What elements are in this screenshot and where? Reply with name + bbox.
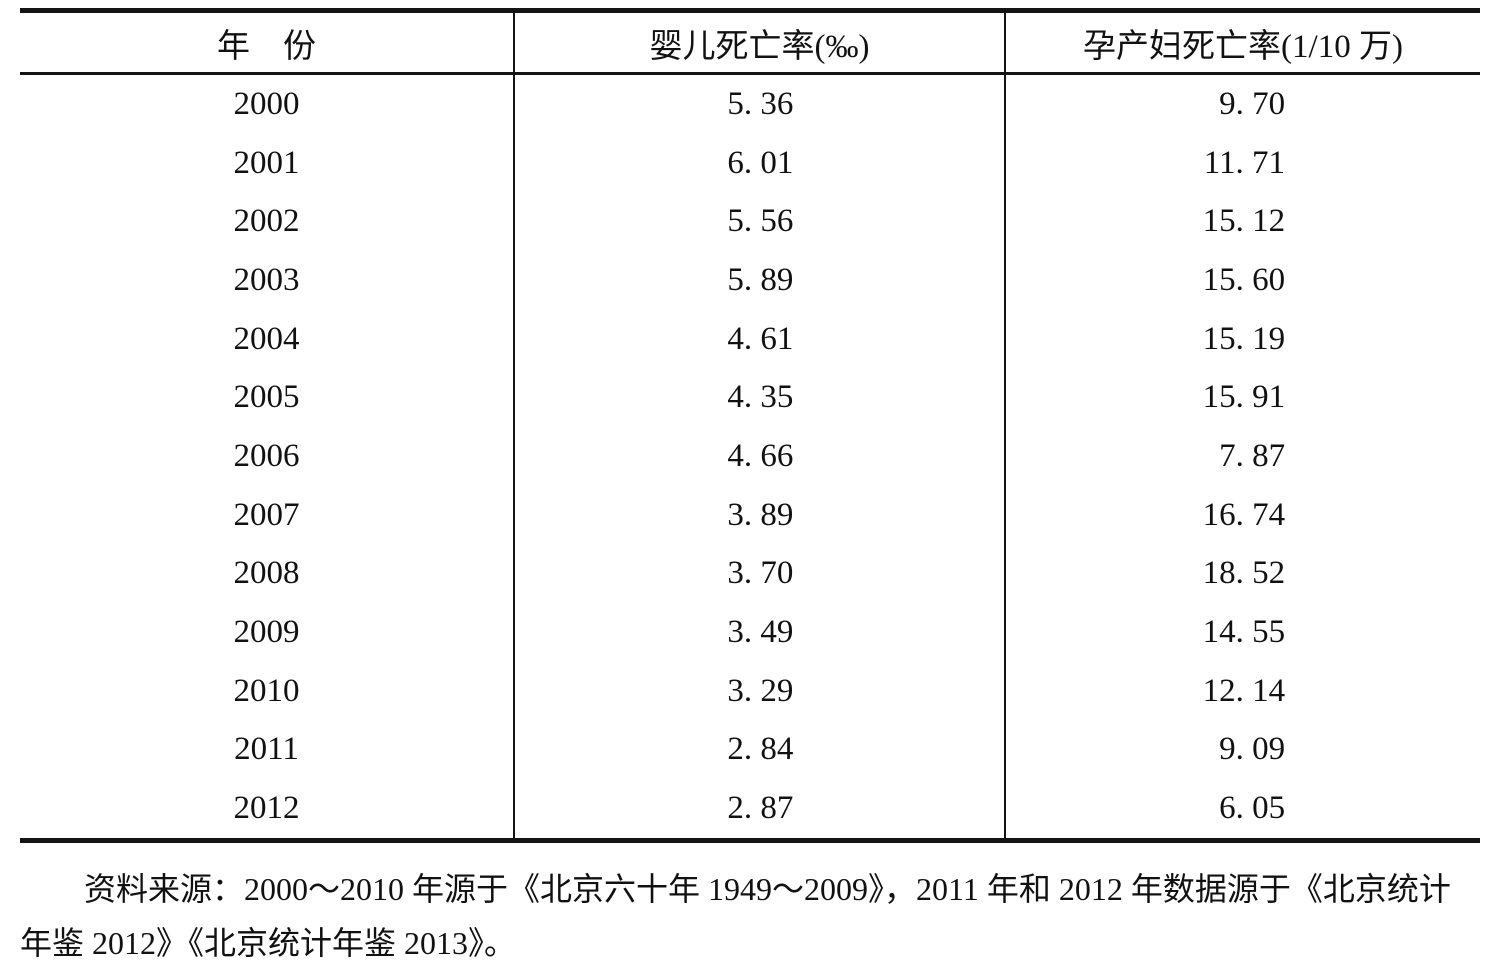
cell-infant-mortality: 3. 89 <box>513 485 1005 545</box>
cell-value: 5. 36 <box>727 85 794 122</box>
cell-value: 3. 49 <box>727 614 794 651</box>
cell-value: 4. 61 <box>727 320 794 357</box>
cell-year: 2000 <box>233 85 300 122</box>
cell-maternal-mortality: 9. 70 <box>1004 73 1480 134</box>
table-row: 2007 3. 89 16. 74 <box>20 485 1480 545</box>
table-row: 2012 2. 87 6. 05 <box>20 779 1480 841</box>
cell-value: 15. 12 <box>1202 203 1286 240</box>
cell-maternal-mortality: 18. 52 <box>1004 544 1480 604</box>
cell-value: 5. 89 <box>727 261 794 298</box>
cell-year: 2003 <box>233 261 300 298</box>
cell-maternal-mortality: 15. 60 <box>1004 251 1480 310</box>
cell-infant-mortality: 4. 35 <box>513 368 1005 428</box>
cell-value: 12. 14 <box>1202 672 1286 709</box>
cell-maternal-mortality: 9. 09 <box>1004 720 1480 780</box>
column-header-year: 年 份 <box>20 10 514 75</box>
cell-infant-mortality: 4. 61 <box>513 309 1005 369</box>
cell-value: 4. 35 <box>727 379 794 416</box>
source-note: 资料来源：2000～2010 年源于《北京六十年 1949～2009》，2011… <box>20 862 1480 963</box>
cell-year: 2009 <box>233 614 300 651</box>
cell-value: 15. 60 <box>1202 261 1286 298</box>
cell-maternal-mortality: 15. 19 <box>1004 309 1480 369</box>
cell-value: 15. 19 <box>1202 320 1286 357</box>
table-row: 2011 2. 84 9. 09 <box>20 720 1480 780</box>
cell-value: 2. 87 <box>727 790 794 827</box>
mortality-table: 年 份 婴儿死亡率(‰) 孕产妇死亡率(1/10 万) 2000 5. 36 9. … <box>20 8 1480 843</box>
cell-value: 2. 84 <box>727 731 794 768</box>
table-row: 2004 4. 61 15. 19 <box>20 309 1480 369</box>
cell-infant-mortality: 3. 49 <box>513 603 1005 662</box>
cell-value: 9. 09 <box>1219 731 1286 768</box>
table-row: 2006 4. 66 7. 87 <box>20 427 1480 486</box>
cell-maternal-mortality: 15. 91 <box>1004 368 1480 428</box>
table-row: 2003 5. 89 15. 60 <box>20 251 1480 310</box>
cell-infant-mortality: 3. 70 <box>513 544 1005 604</box>
table-row: 2000 5. 36 9. 70 <box>20 73 1480 134</box>
table-row: 2009 3. 49 14. 55 <box>20 603 1480 662</box>
column-header-infant-mortality: 婴儿死亡率(‰) <box>513 10 1005 75</box>
cell-year: 2011 <box>234 731 299 768</box>
cell-maternal-mortality: 16. 74 <box>1004 485 1480 545</box>
cell-maternal-mortality: 15. 12 <box>1004 192 1480 252</box>
cell-year: 2001 <box>233 144 300 181</box>
cell-value: 11. 71 <box>1203 144 1286 181</box>
table-body: 2000 5. 36 9. 70 2001 6. 01 11. 71 2002 5. 56 15… <box>20 73 1480 841</box>
cell-value: 15. 91 <box>1202 379 1286 416</box>
source-note-line-2: 年鉴 2012》《北京统计年鉴 2013》。 <box>20 924 517 961</box>
cell-value: 16. 74 <box>1202 496 1286 533</box>
cell-value: 5. 56 <box>727 203 794 240</box>
cell-maternal-mortality: 14. 55 <box>1004 603 1480 662</box>
cell-value: 14. 55 <box>1202 614 1286 651</box>
cell-year: 2006 <box>233 437 300 474</box>
cell-value: 9. 70 <box>1219 85 1286 122</box>
cell-value: 6. 01 <box>727 144 794 181</box>
cell-infant-mortality: 4. 66 <box>513 427 1005 486</box>
cell-infant-mortality: 5. 56 <box>513 192 1005 252</box>
cell-maternal-mortality: 7. 87 <box>1004 427 1480 486</box>
cell-infant-mortality: 2. 84 <box>513 720 1005 780</box>
cell-infant-mortality: 6. 01 <box>513 133 1005 193</box>
cell-value: 3. 89 <box>727 496 794 533</box>
cell-value: 18. 52 <box>1202 555 1286 592</box>
table-header-row: 年 份 婴儿死亡率(‰) 孕产妇死亡率(1/10 万) <box>20 10 1480 75</box>
cell-year: 2005 <box>233 379 300 416</box>
table-row: 2002 5. 56 15. 12 <box>20 192 1480 252</box>
cell-year: 2002 <box>233 203 300 240</box>
cell-value: 4. 66 <box>727 437 794 474</box>
column-header-maternal-mortality: 孕产妇死亡率(1/10 万) <box>1004 10 1480 75</box>
cell-year: 2008 <box>233 555 300 592</box>
cell-maternal-mortality: 12. 14 <box>1004 661 1480 721</box>
cell-year: 2012 <box>233 790 300 827</box>
cell-value: 3. 29 <box>727 672 794 709</box>
cell-infant-mortality: 3. 29 <box>513 661 1005 721</box>
cell-infant-mortality: 5. 89 <box>513 251 1005 310</box>
table-row: 2008 3. 70 18. 52 <box>20 544 1480 604</box>
cell-year: 2004 <box>233 320 300 357</box>
cell-year: 2007 <box>233 496 300 533</box>
cell-year: 2010 <box>233 672 300 709</box>
cell-infant-mortality: 5. 36 <box>513 73 1005 134</box>
cell-value: 3. 70 <box>727 555 794 592</box>
cell-maternal-mortality: 11. 71 <box>1004 133 1480 193</box>
table-row: 2001 6. 01 11. 71 <box>20 133 1480 193</box>
cell-infant-mortality: 2. 87 <box>513 779 1005 841</box>
table-row: 2005 4. 35 15. 91 <box>20 368 1480 428</box>
table-row: 2010 3. 29 12. 14 <box>20 661 1480 721</box>
cell-maternal-mortality: 6. 05 <box>1004 779 1480 841</box>
cell-value: 7. 87 <box>1219 437 1286 474</box>
source-note-line-1: 资料来源：2000～2010 年源于《北京六十年 1949～2009》，2011… <box>84 870 1451 907</box>
cell-value: 6. 05 <box>1219 790 1286 827</box>
